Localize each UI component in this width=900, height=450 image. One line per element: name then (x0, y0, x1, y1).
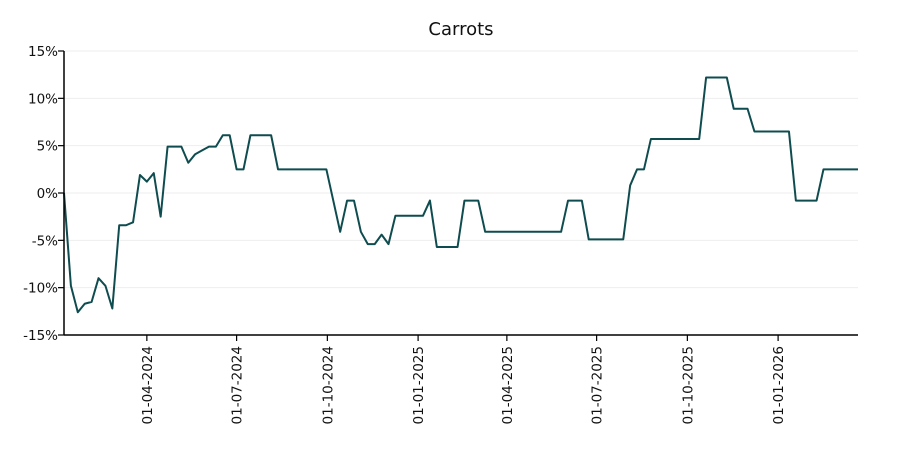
x-tick-label: 01-07-2025 (590, 346, 606, 424)
y-tick-label: -5% (32, 233, 58, 249)
x-tick-label: 01-04-2024 (140, 346, 156, 424)
series-line (63, 76, 858, 314)
x-tick-label: 01-10-2024 (320, 346, 336, 424)
y-tick-label: 10% (28, 91, 58, 107)
x-axis-ticks: 01-04-2024 01-07-2024 01-10-2024 01-01-2025… (140, 335, 787, 424)
y-tick-label: -15% (23, 328, 58, 344)
x-tick-label: 01-01-2025 (411, 346, 427, 424)
y-tick-label: 0% (37, 186, 59, 202)
y-tick-label: -10% (23, 281, 58, 297)
y-axis-ticks: 15% 10% 5% 0% -5% -10% -15% (23, 44, 64, 344)
x-tick-label: 01-01-2026 (771, 346, 787, 424)
x-tick-label: 01-04-2025 (500, 346, 516, 424)
x-tick-label: 01-07-2024 (230, 346, 246, 424)
y-tick-label: 5% (37, 139, 59, 155)
y-tick-label: 15% (28, 44, 58, 60)
x-tick-label: 01-10-2025 (680, 346, 696, 424)
series-layer (63, 76, 858, 314)
gridlines (64, 50, 858, 336)
chart-title: Carrots (428, 19, 493, 40)
